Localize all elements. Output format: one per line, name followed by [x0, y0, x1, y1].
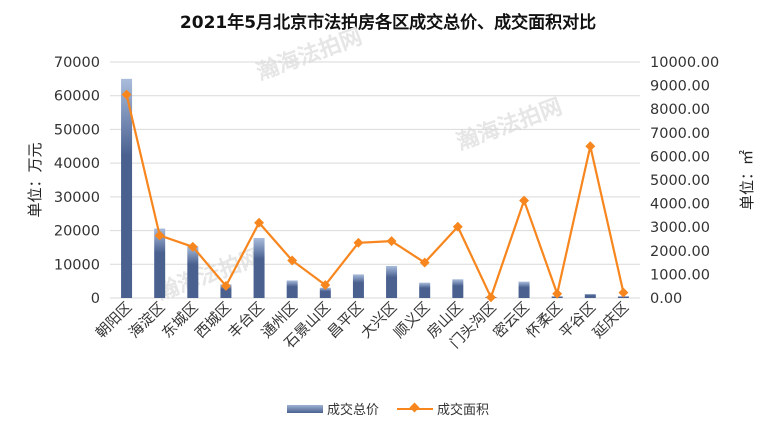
y-axis-label-left: 单位：万元 — [26, 142, 44, 217]
bar — [584, 293, 596, 298]
y-tick-left: 40000 — [54, 156, 100, 172]
x-tick-label: 昌平区 — [325, 300, 367, 342]
legend: 成交总价 成交面积 — [0, 399, 776, 418]
bar — [386, 265, 398, 298]
line-marker — [452, 221, 463, 232]
y-tick-right: 0.00 — [650, 291, 682, 307]
y-tick-right: 3000.00 — [650, 220, 710, 236]
line-marker — [618, 287, 629, 298]
bar — [220, 284, 232, 298]
line-marker — [552, 288, 563, 299]
y-tick-left: 60000 — [54, 89, 100, 105]
x-tick-label: 东城区 — [159, 299, 202, 342]
y-axis-label-right: 单位：㎡ — [738, 150, 756, 210]
watermark: 瀚海法拍网 — [253, 24, 365, 86]
legend-label: 成交总价 — [326, 403, 379, 418]
x-tick-label: 平谷区 — [556, 299, 599, 342]
line-marker — [419, 257, 430, 268]
bar — [319, 287, 331, 298]
bar — [518, 281, 530, 298]
y-tick-right: 5000.00 — [650, 173, 710, 189]
y-tick-left: 0 — [91, 291, 100, 307]
y-tick-right: 1000.00 — [650, 267, 710, 283]
y-tick-right: 2000.00 — [650, 244, 710, 260]
x-tick-label: 丰台区 — [225, 299, 268, 342]
chart-title: 2021年5月北京市法拍房各区成交总价、成交面积对比 — [179, 13, 597, 33]
bar — [286, 280, 298, 298]
bar — [187, 246, 199, 298]
line-marker — [154, 230, 165, 241]
x-tick-label: 延庆区 — [589, 299, 632, 342]
y-tick-right: 8000.00 — [650, 102, 710, 118]
x-tick-label: 怀柔区 — [523, 299, 566, 342]
line-marker — [519, 195, 530, 206]
bar — [352, 274, 364, 298]
legend-swatch-bar — [286, 404, 323, 413]
line-marker — [287, 255, 298, 266]
y-tick-left: 20000 — [54, 224, 100, 240]
y-tick-right: 7000.00 — [650, 126, 710, 142]
legend-item-area: 成交面积 — [397, 399, 489, 418]
y-tick-left: 70000 — [54, 55, 100, 71]
bar — [419, 282, 431, 298]
area-line — [125, 94, 625, 301]
y-tick-right: 10000.00 — [650, 55, 719, 71]
line-marker — [386, 236, 397, 247]
line-marker — [353, 237, 364, 248]
bar — [452, 279, 464, 298]
line-marker — [485, 292, 496, 303]
line-marker — [254, 217, 265, 228]
y-tick-right: 6000.00 — [650, 149, 710, 165]
bar — [253, 237, 265, 298]
line-marker — [585, 141, 596, 152]
x-tick-label: 大兴区 — [358, 299, 401, 342]
x-tick-label: 密云区 — [490, 299, 533, 342]
x-tick-label: 海淀区 — [126, 299, 169, 342]
y-tick-right: 4000.00 — [650, 197, 710, 213]
watermark: 瀚海法拍网 — [453, 94, 565, 156]
x-tick-label: 顺义区 — [391, 299, 434, 342]
line-marker — [320, 280, 331, 290]
line-marker — [187, 241, 198, 252]
watermark: 瀚海法拍网 — [153, 244, 265, 306]
line-marker — [220, 281, 231, 291]
x-tick-label: 西城区 — [192, 299, 235, 342]
y-tick-left: 50000 — [54, 122, 100, 138]
line-marker — [121, 89, 132, 100]
y-tick-left: 10000 — [54, 257, 100, 273]
y-tick-right: 9000.00 — [650, 79, 710, 95]
bar — [154, 228, 166, 298]
bar — [121, 78, 133, 298]
legend-label: 成交面积 — [437, 403, 490, 418]
legend-item-total-price: 成交总价 — [286, 399, 379, 418]
legend-swatch-line — [397, 407, 433, 410]
y-tick-left: 30000 — [54, 190, 100, 206]
